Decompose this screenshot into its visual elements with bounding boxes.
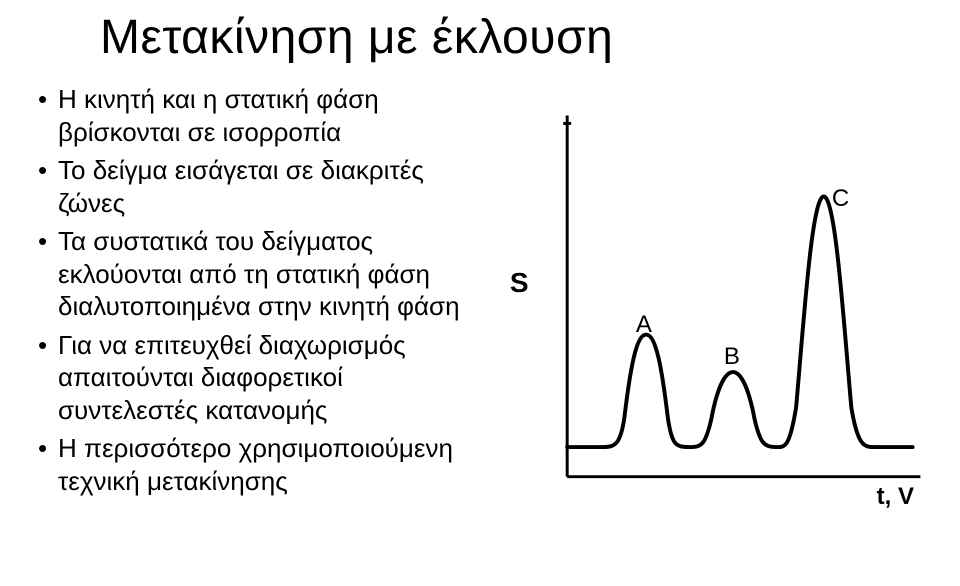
list-item: Το δείγμα εισάγεται σε διακριτές ζώνες [32, 154, 486, 219]
list-item: Τα συστατικά του δείγματος εκλούονται απ… [32, 225, 486, 323]
peak-label-a: A [636, 311, 652, 339]
list-item: Για να επιτευχθεί διαχωρισμός απαιτούντα… [32, 329, 486, 427]
x-axis-label: t, V [877, 483, 914, 511]
page-title: Μετακίνηση με έκλουση [100, 10, 940, 65]
bullet-list: Η κινητή και η στατική φάση βρίσκονται σ… [20, 83, 486, 503]
chart-svg [506, 89, 940, 519]
peak-label-c: C [832, 185, 849, 213]
chromatogram-curve [567, 196, 912, 447]
list-item: Η κινητή και η στατική φάση βρίσκονται σ… [32, 83, 486, 148]
y-axis-label: S [510, 267, 529, 299]
peak-label-b: B [724, 343, 740, 371]
chromatogram-chart: S t, V A B C [506, 89, 940, 519]
list-item: Η περισσότερο χρησιμοποιούμενη τεχνική μ… [32, 432, 486, 497]
content-row: Η κινητή και η στατική φάση βρίσκονται σ… [20, 83, 940, 519]
